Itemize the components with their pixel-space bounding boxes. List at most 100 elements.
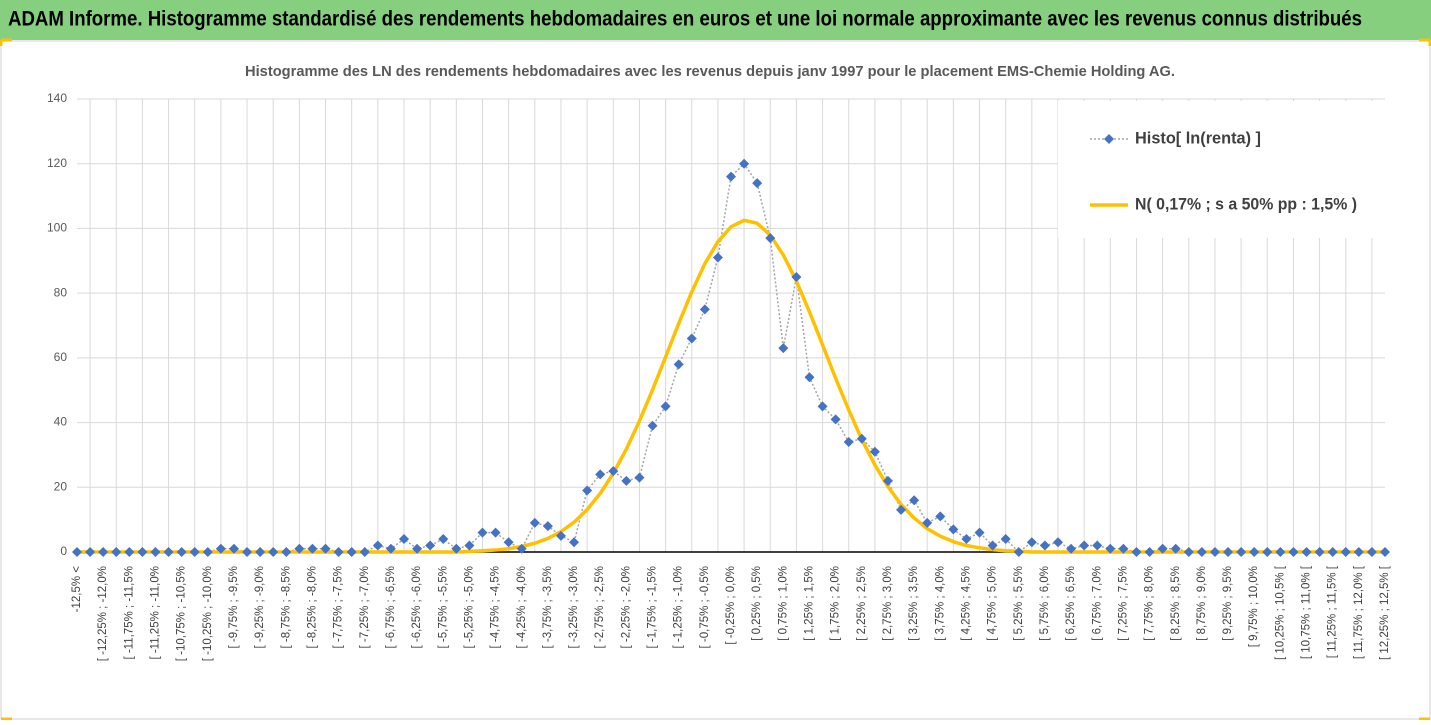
histogram-point [686,333,697,344]
histogram-point [948,524,959,535]
histogram-point [438,534,449,545]
histogram-point [569,537,580,548]
histogram-point [935,511,946,522]
histogram-point [1353,547,1364,557]
histogram-point [333,547,344,557]
histogram-point [1340,547,1351,557]
x-tick-label: [ 9,75% ; 10,0% [1248,566,1260,647]
histogram-point [529,517,540,528]
y-tick-label: 120 [47,156,67,170]
histogram-point [1301,547,1312,557]
histogram-point [660,401,671,412]
x-tick-label: [ -12,25% ; -12,0% [97,566,109,661]
histogram-point [228,543,239,554]
histogram-point [85,547,96,557]
histogram-point [372,540,383,551]
histogram-point [961,534,972,545]
histogram-point [1026,537,1037,548]
y-tick-label: 60 [54,350,68,364]
histogram-point [516,543,527,554]
histogram-point [294,543,305,554]
histogram-point [1275,547,1286,557]
histogram-point [595,469,606,480]
x-tick-label: [ 7,25% ; 7,5% [1117,566,1129,641]
histogram-point [242,547,253,557]
histogram-point [412,543,423,554]
histogram-point [791,271,802,282]
histogram-point [137,547,148,557]
chart-frame [0,40,1431,720]
histogram-point [307,543,318,554]
x-tick-label: [ -4,25% ; -4,0% [516,566,528,648]
histogram-point [1039,540,1050,551]
histogram-point [399,534,409,545]
x-tick-label: [ -9,25% ; -9,0% [254,566,266,648]
y-tick-label: 0 [60,544,67,558]
histogram-point [425,540,436,551]
plot [72,158,1390,557]
histogram-point [726,171,736,182]
histogram-point [1079,540,1090,551]
histogram-point [189,547,200,557]
histogram-point [608,466,619,477]
histogram-point [176,547,187,557]
x-tick-label: [ -5,25% ; -5,0% [463,566,475,648]
histogram-point [752,178,763,189]
x-tick-label: [ 2,75% ; 3,0% [882,566,894,641]
x-tick-label: [ -6,25% ; -6,0% [411,566,423,648]
histogram-point [1288,547,1299,557]
histogram-point [765,233,776,244]
legend-box [1058,101,1394,238]
histogram-point [909,495,920,506]
legend: Histo[ ln(renta) ] N( 0,17% ; s a 50% pp … [1058,101,1394,238]
x-tick-label: [ -11,75% ; -11,5% [123,566,135,660]
x-tick-label: [ -8,75% ; -8,5% [280,566,292,648]
x-tick-label: [ -2,25% ; -2,0% [620,566,632,648]
histogram-point [150,547,161,557]
x-tick-label: [ -10,75% ; -10,5% [176,566,188,661]
histogram-point [1131,547,1142,557]
x-tick-label: [ -3,75% ; -3,5% [542,566,554,648]
histogram-point [1144,547,1155,557]
histogram-point [215,543,226,554]
x-tick-label: [ -4,75% ; -4,5% [490,566,502,648]
histogram-point [124,547,135,557]
x-tick-label: [ 8,25% ; 8,5% [1170,566,1182,641]
histogram-point [1327,547,1338,557]
histogram-point [856,433,867,444]
x-tick-label: [ 10,75% ; 11,0% [ [1301,565,1313,659]
histogram-point [477,527,488,538]
histogram-point [882,475,893,486]
histogram-point [922,517,933,528]
x-tick-label: [ -7,25% ; -7,0% [359,566,371,648]
x-tick-label: [ 3,25% ; 3,5% [908,566,920,641]
histogram-point [268,547,279,557]
x-tick-label: [ 7,75% ; 8,0% [1144,566,1156,641]
histogram-point [843,436,854,447]
histogram-point [98,547,109,557]
histogram-point [503,537,514,548]
histogram-point [817,401,828,412]
histogram-point [974,527,985,538]
frame-corners [0,38,1431,721]
x-tick-label: [ -0,25% ; 0,0% [725,566,737,645]
x-tick-label: [ 9,25% ; 9,5% [1222,566,1234,641]
y-tick-label: 100 [47,221,67,235]
histogram-point [647,420,658,431]
histogram-point [739,158,750,169]
histogram-point [1013,547,1024,557]
histogram-point [385,543,396,554]
histogram-point [359,547,370,557]
histogram-point [111,547,122,557]
legend-marker [1104,134,1114,144]
x-tick-label: [ 4,25% ; 4,5% [960,566,972,641]
x-tick-label: [ 11,25% ; 11,5% [ [1327,565,1339,658]
x-tick-label: [ 12,25% ; 12,5% [ [1379,565,1391,660]
x-tick-label: [ -6,75% ; -6,5% [385,566,397,648]
histogram-point [255,547,266,557]
histogram-point [778,343,789,354]
histogram-point [320,543,331,554]
chart-title: Histogramme des LN des rendements hebdom… [245,63,1175,80]
x-tick-label: [ -1,25% ; -1,0% [673,566,685,648]
